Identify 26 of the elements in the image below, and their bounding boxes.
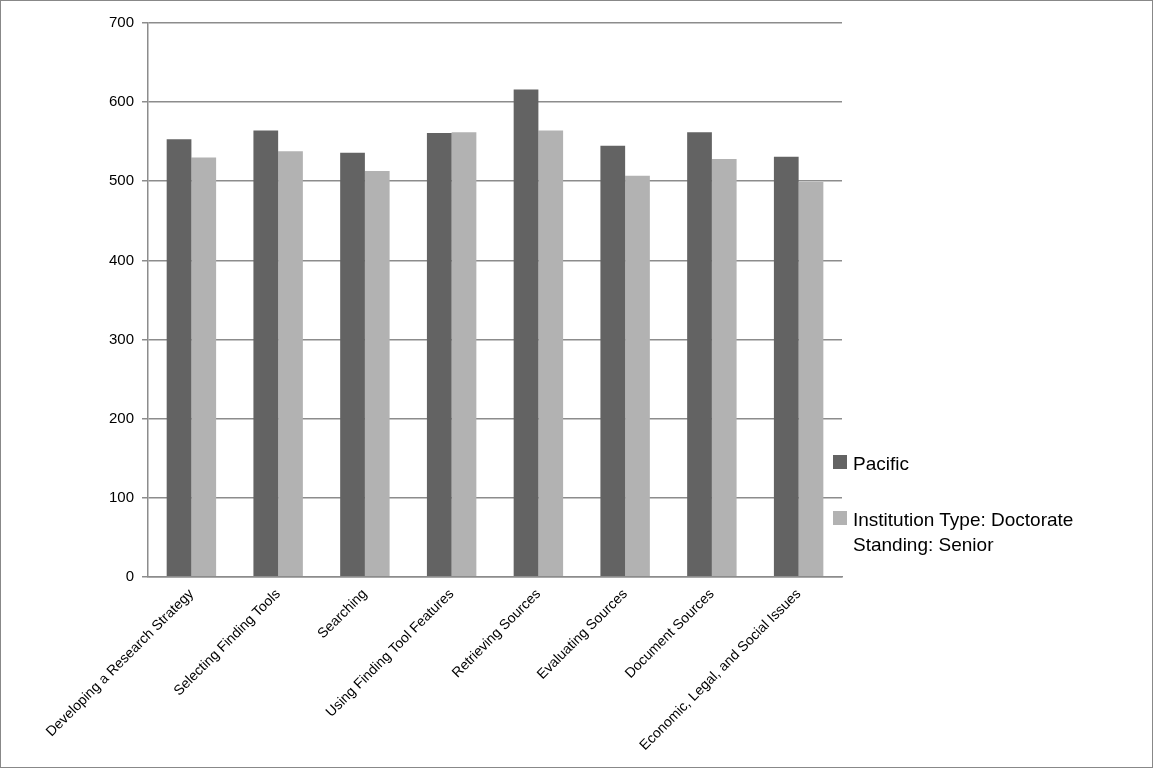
- y-tick-label: 300: [109, 329, 135, 347]
- bar: [538, 130, 564, 577]
- bar: [625, 175, 650, 577]
- bar: [773, 156, 799, 577]
- bar: [451, 132, 477, 577]
- bar: [513, 89, 539, 577]
- bar: [798, 182, 824, 577]
- y-tick-label: 100: [109, 487, 135, 505]
- bar: [600, 145, 626, 577]
- bar: [687, 132, 712, 577]
- y-tick-label: 400: [109, 250, 135, 268]
- bar: [253, 130, 279, 577]
- legend-label: Institution Type: Doctorate Standing: Senior: [853, 507, 1074, 558]
- y-tick-label: 0: [125, 566, 135, 584]
- legend-label: Pacific: [853, 452, 909, 476]
- y-tick-label: 700: [109, 13, 135, 31]
- y-tick-label: 600: [109, 92, 135, 110]
- bar: [364, 170, 390, 577]
- bar: [340, 152, 365, 577]
- bar: [278, 151, 303, 577]
- bar: [711, 159, 737, 577]
- y-tick-label: 200: [109, 408, 135, 426]
- bar: [191, 157, 217, 577]
- y-tick-label: 500: [109, 171, 135, 189]
- bar: [166, 139, 192, 577]
- bar: [426, 132, 452, 577]
